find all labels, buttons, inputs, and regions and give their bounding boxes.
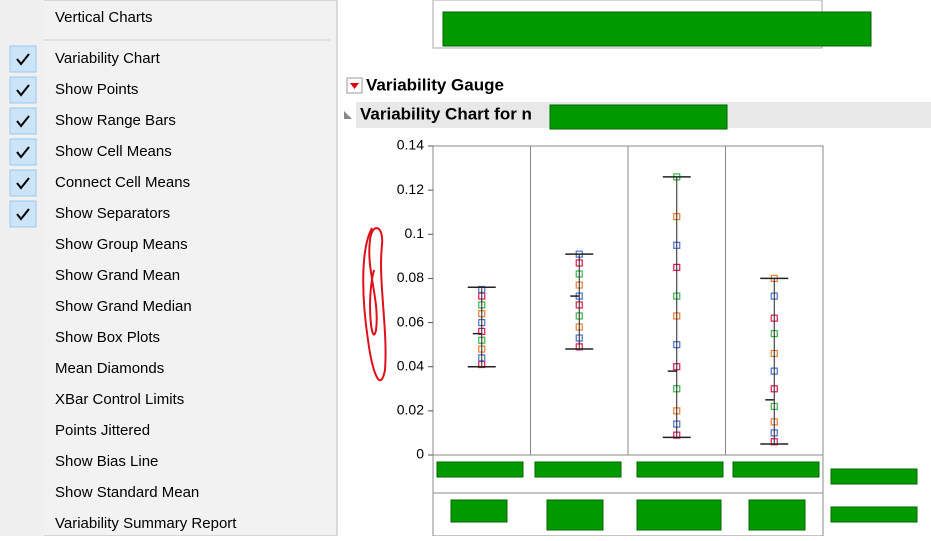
y-tick-label: 0.08 (397, 269, 424, 285)
redacted-box (450, 499, 508, 523)
redacted-box (442, 11, 872, 47)
checkmark (16, 84, 30, 97)
checkbox (9, 76, 37, 104)
checkmark (16, 146, 30, 159)
redacted-box (830, 506, 918, 523)
menu-item[interactable]: Show Bias Line (55, 453, 158, 470)
checkmark (16, 177, 30, 190)
menu-item[interactable]: Show Range Bars (55, 112, 176, 129)
outline-bar (340, 74, 931, 98)
menu-item[interactable]: Mean Diamonds (55, 360, 164, 377)
outline-title: Variability Gauge (366, 75, 504, 94)
menu-items: Vertical Charts Variability Chart Show Poi… (9, 9, 237, 532)
y-tick-label: 0.02 (397, 402, 424, 418)
menu-item[interactable]: Variability Chart (55, 50, 161, 67)
checkmark (16, 208, 30, 221)
redacted-box (732, 461, 820, 478)
redacted-box (636, 461, 724, 478)
checkmark (16, 115, 30, 128)
checkbox (9, 200, 37, 228)
checkbox (9, 45, 37, 73)
menu-item[interactable]: Show Cell Means (55, 143, 172, 160)
redacted-box (436, 461, 524, 478)
redacted-box (549, 104, 728, 130)
redacted-box (534, 461, 622, 478)
y-tick-label: 0 (416, 446, 424, 462)
menu-item[interactable]: Show Grand Mean (55, 267, 180, 284)
annotation-scribble (362, 227, 387, 382)
y-tick-label: 0.04 (397, 357, 424, 373)
menu-item[interactable]: Points Jittered (55, 422, 150, 439)
disclosure-icon[interactable] (344, 111, 352, 119)
y-tick-label: 0.06 (397, 313, 424, 329)
redacted-box (546, 499, 604, 531)
redacted-box (636, 499, 722, 531)
menu-item[interactable]: XBar Control Limits (55, 391, 184, 408)
checkbox (9, 138, 37, 166)
context-menu (0, 0, 338, 537)
menu-item[interactable]: Show Standard Mean (55, 484, 199, 501)
menu-item[interactable]: Vertical Charts (55, 9, 153, 26)
checkbox (9, 107, 37, 135)
redacted-box (748, 499, 806, 531)
menu-item[interactable]: Show Points (55, 81, 138, 98)
menu-item[interactable]: Variability Summary Report (55, 515, 237, 532)
menu-item[interactable]: Show Separators (55, 205, 170, 222)
plot: 0 0.02 0.04 0.06 0.08 0.1 0.12 0.14 (397, 137, 789, 462)
menu-item[interactable]: Show Group Means (55, 236, 188, 253)
checkmark (16, 53, 30, 66)
checkbox (9, 169, 37, 197)
menu-item[interactable]: Connect Cell Means (55, 174, 190, 191)
redacted-box (830, 468, 918, 485)
y-tick-label: 0.1 (405, 225, 425, 241)
chart-title: Variability Chart for n (360, 104, 532, 123)
menu-item[interactable]: Show Grand Median (55, 298, 192, 315)
menu-item[interactable]: Show Box Plots (55, 329, 160, 346)
redacted-labels (436, 461, 918, 531)
red-triangle (350, 83, 359, 89)
y-tick-label: 0.14 (397, 137, 424, 153)
y-tick-label: 0.12 (397, 181, 424, 197)
